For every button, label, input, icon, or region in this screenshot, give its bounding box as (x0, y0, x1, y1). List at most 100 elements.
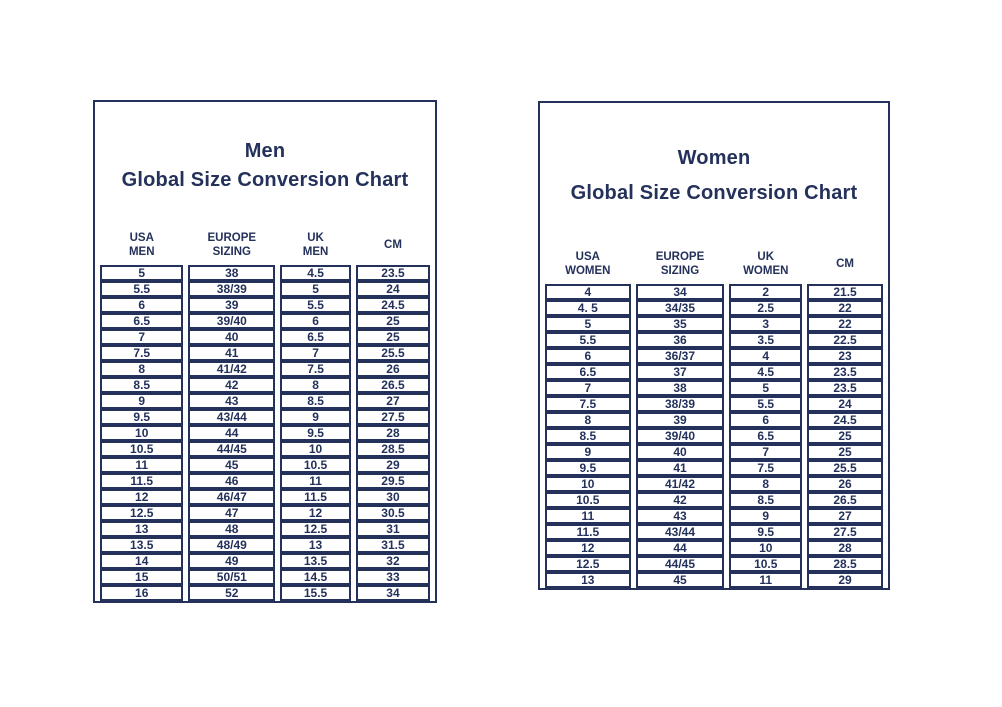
size-cell: 34 (355, 585, 430, 601)
size-cell: 8.5 (729, 492, 803, 508)
size-cell: 34 (635, 284, 725, 300)
size-cell: 45 (635, 572, 725, 588)
size-cell: 7 (729, 444, 803, 460)
size-cell: 13.5 (280, 553, 351, 569)
size-cell: 29 (355, 457, 430, 473)
size-cell: 8 (280, 377, 351, 393)
size-cell: 23.5 (355, 265, 430, 281)
size-cell: 26 (807, 476, 883, 492)
size-cell: 45 (188, 457, 276, 473)
size-cell: 29.5 (355, 473, 430, 489)
men-chart-subtitle: Global Size Conversion Chart (121, 169, 409, 191)
size-cell: 7 (100, 329, 184, 345)
men-size-conversion-chart: Men Global Size Conversion Chart USA MEN… (93, 100, 437, 603)
size-cell: 11 (100, 457, 184, 473)
size-cell: 47 (188, 505, 276, 521)
size-cell: 31.5 (355, 537, 430, 553)
size-cell: 4.5 (280, 265, 351, 281)
size-cell: 36/37 (635, 348, 725, 364)
table-row: 8.5 39/40 6.5 25 (545, 428, 883, 444)
table-row: 5.5 36 3.5 22.5 (545, 332, 883, 348)
size-cell: 6.5 (545, 364, 631, 380)
men-table-body: 5 38 4.5 23.5 5.5 38/39 5 24 6 39 5.5 24.5 6.5 39/40 6… (100, 265, 430, 601)
size-cell: 30.5 (355, 505, 430, 521)
size-cell: 37 (635, 364, 725, 380)
size-cell: 9.5 (729, 524, 803, 540)
table-row: 11.5 43/44 9.5 27.5 (545, 524, 883, 540)
size-cell: 12 (100, 489, 184, 505)
size-cell: 9.5 (545, 460, 631, 476)
size-cell: 39/40 (188, 313, 276, 329)
size-cell: 24 (355, 281, 430, 297)
column-header: EUROPE SIZING (207, 232, 257, 258)
size-cell: 4 (545, 284, 631, 300)
size-cell: 2 (729, 284, 803, 300)
size-cell: 27.5 (355, 409, 430, 425)
size-cell: 48 (188, 521, 276, 537)
size-cell: 26 (355, 361, 430, 377)
size-cell: 22 (807, 300, 883, 316)
size-cell: 40 (188, 329, 276, 345)
size-cell: 9 (545, 444, 631, 460)
column-header: USA MEN (128, 232, 155, 258)
table-row: 12.5 44/45 10.5 28.5 (545, 556, 883, 572)
size-cell: 15.5 (280, 585, 351, 601)
table-row: 11 45 10.5 29 (100, 457, 430, 473)
size-cell: 46 (188, 473, 276, 489)
size-cell: 11 (729, 572, 803, 588)
size-cell: 48/49 (188, 537, 276, 553)
table-row: 8 41/42 7.5 26 (100, 361, 430, 377)
size-cell: 42 (635, 492, 725, 508)
table-row: 10 44 9.5 28 (100, 425, 430, 441)
men-chart-title: Men (244, 140, 286, 162)
size-cell: 38 (635, 380, 725, 396)
size-cell: 7.5 (545, 396, 631, 412)
table-row: 13 45 11 29 (545, 572, 883, 588)
size-cell: 42 (188, 377, 276, 393)
men-chart-titles: Men Global Size Conversion Chart (95, 102, 435, 229)
size-cell: 8 (729, 476, 803, 492)
size-cell: 41/42 (635, 476, 725, 492)
size-cell: 13 (545, 572, 631, 588)
size-cell: 11 (280, 473, 351, 489)
size-cell: 11 (545, 508, 631, 524)
size-cell: 13.5 (100, 537, 184, 553)
size-cell: 3.5 (729, 332, 803, 348)
size-cell: 5.5 (545, 332, 631, 348)
size-cell: 33 (355, 569, 430, 585)
size-cell: 28 (355, 425, 430, 441)
table-row: 8 39 6 24.5 (545, 412, 883, 428)
size-cell: 2.5 (729, 300, 803, 316)
table-row: 14 49 13.5 32 (100, 553, 430, 569)
table-row: 7 40 6.5 25 (100, 329, 430, 345)
table-row: 7 38 5 23.5 (545, 380, 883, 396)
table-row: 4 34 2 21.5 (545, 284, 883, 300)
size-cell: 50/51 (188, 569, 276, 585)
table-row: 12 46/47 11.5 30 (100, 489, 430, 505)
table-row: 10.5 44/45 10 28.5 (100, 441, 430, 457)
size-cell: 31 (355, 521, 430, 537)
size-cell: 10 (545, 476, 631, 492)
column-header: EUROPE SIZING (655, 251, 705, 277)
size-cell: 6 (100, 297, 184, 313)
size-cell: 25.5 (355, 345, 430, 361)
men-table-header: USA MEN EUROPE SIZING UK MEN CM (100, 229, 430, 265)
table-row: 9 43 8.5 27 (100, 393, 430, 409)
size-cell: 10 (729, 540, 803, 556)
size-cell: 41/42 (188, 361, 276, 377)
size-cell: 24.5 (807, 412, 883, 428)
size-cell: 26.5 (807, 492, 883, 508)
size-cell: 32 (355, 553, 430, 569)
size-cell: 7.5 (280, 361, 351, 377)
women-table-header: USA WOMEN EUROPE SIZING UK WOMEN CM (545, 248, 883, 284)
size-cell: 25 (355, 329, 430, 345)
size-cell: 11.5 (280, 489, 351, 505)
size-cell: 43/44 (188, 409, 276, 425)
size-cell: 8.5 (545, 428, 631, 444)
size-cell: 26.5 (355, 377, 430, 393)
size-cell: 24.5 (355, 297, 430, 313)
size-cell: 5 (280, 281, 351, 297)
size-cell: 44/45 (188, 441, 276, 457)
women-chart-subtitle: Global Size Conversion Chart (570, 182, 858, 204)
size-cell: 6 (280, 313, 351, 329)
